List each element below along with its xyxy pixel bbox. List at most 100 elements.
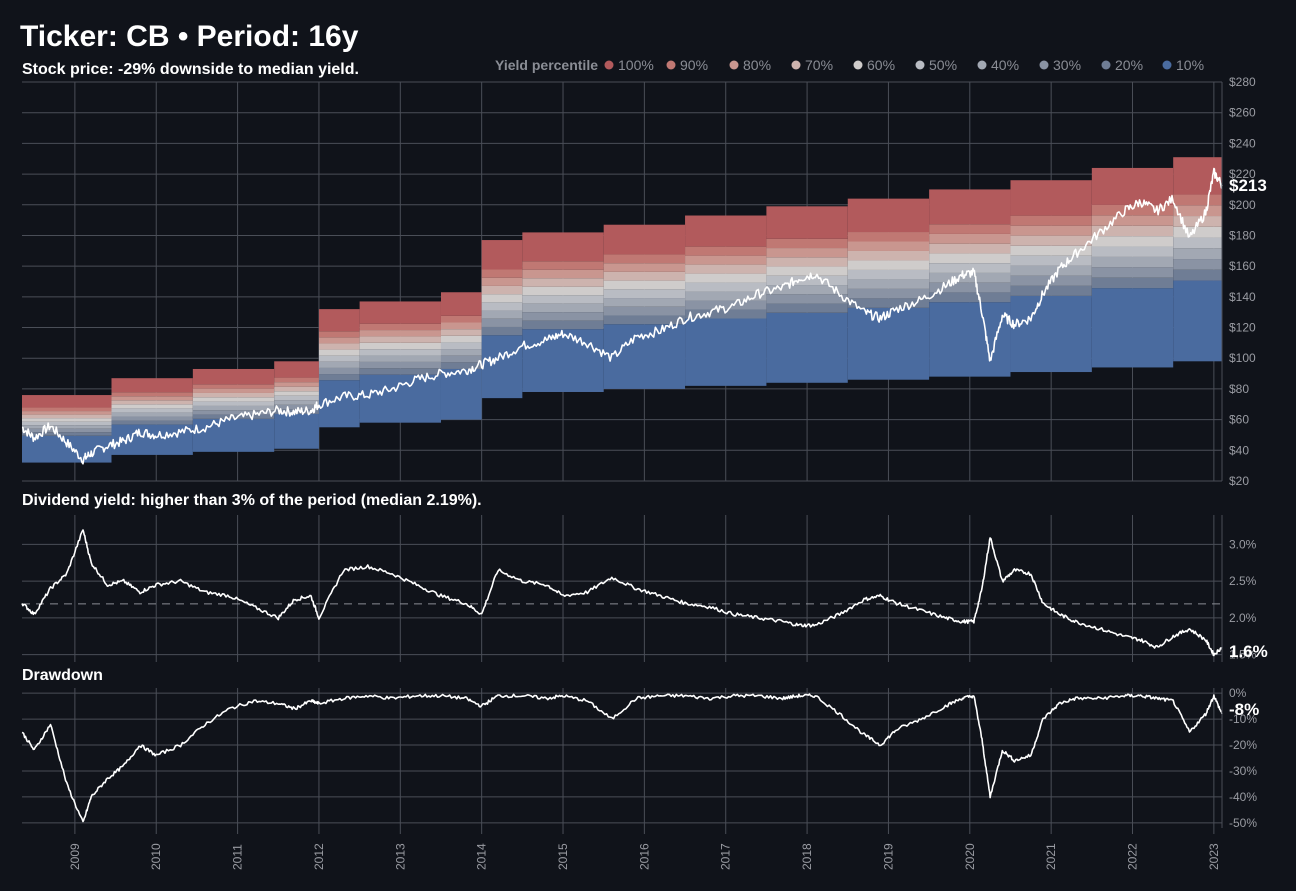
y-tick-label-1-3: 3.0% bbox=[1229, 537, 1257, 551]
y-tick-label-0-12: $260 bbox=[1229, 106, 1256, 120]
band-13-step-6 bbox=[929, 272, 1011, 283]
y-tick-label-2-1: -10% bbox=[1229, 712, 1257, 726]
band-3-p100 bbox=[274, 361, 319, 378]
band-3-step-1 bbox=[274, 377, 319, 383]
y-tick-label-0-8: $180 bbox=[1229, 228, 1256, 242]
y-tick-label-1-0: 1.5% bbox=[1229, 648, 1257, 662]
band-11-step-5 bbox=[766, 275, 848, 286]
legend-label-5: 60% bbox=[867, 57, 895, 73]
y-tick-label-0-11: $240 bbox=[1229, 136, 1256, 150]
band-9-step-2 bbox=[603, 263, 686, 272]
band-14-step-2 bbox=[1010, 225, 1092, 236]
band-16-step-6 bbox=[1173, 248, 1222, 260]
y-tick-label-2-0: 0% bbox=[1229, 686, 1247, 700]
y-tick-label-0-3: $80 bbox=[1229, 382, 1249, 396]
band-11-step-2 bbox=[766, 248, 848, 258]
legend-label-3: 80% bbox=[743, 57, 771, 73]
band-11-step-1 bbox=[766, 238, 848, 249]
band-8-p100 bbox=[522, 232, 604, 262]
band-6-step-5 bbox=[440, 342, 482, 350]
x-tick-label-1: 2010 bbox=[149, 843, 163, 870]
band-12-step-6 bbox=[847, 279, 930, 289]
band-7-step-1 bbox=[481, 269, 523, 278]
price-last-label: $213 bbox=[1229, 176, 1267, 195]
band-7-step-8 bbox=[481, 326, 523, 336]
series-line-dividend_yield bbox=[21, 529, 1223, 657]
legend-title: Yield percentile bbox=[495, 57, 598, 73]
band-10-step-3 bbox=[685, 264, 767, 274]
yield-last-label: 1.6% bbox=[1229, 642, 1268, 661]
legend-marker-10 bbox=[1162, 60, 1172, 70]
band-3-step-4 bbox=[274, 391, 319, 396]
y-tick-label-0-0: $20 bbox=[1229, 474, 1249, 488]
band-0-step-8 bbox=[22, 432, 112, 436]
band-8-step-5 bbox=[522, 295, 604, 304]
band-8-step-4 bbox=[522, 286, 604, 296]
band-10-step-2 bbox=[685, 255, 767, 265]
band-14-p100 bbox=[1010, 180, 1092, 216]
band-14-step-4 bbox=[1010, 245, 1092, 256]
band-11-step-7 bbox=[766, 294, 848, 304]
band-6-step-8 bbox=[440, 362, 482, 369]
band-9-step-6 bbox=[603, 298, 686, 307]
band-15-step-8 bbox=[1091, 277, 1174, 289]
band-4-step-4 bbox=[318, 349, 360, 356]
band-14-step-8 bbox=[1010, 285, 1092, 296]
band-3-step-7 bbox=[274, 404, 319, 410]
band-5-step-3 bbox=[359, 336, 441, 343]
band-1-step-2 bbox=[111, 396, 193, 401]
band-16-step-8 bbox=[1173, 269, 1222, 281]
band-1-step-6 bbox=[111, 412, 193, 417]
band-7-step-2 bbox=[481, 277, 523, 286]
band-0-step-6 bbox=[22, 425, 112, 429]
drawdown-panel-title: Drawdown bbox=[22, 667, 103, 684]
band-13-step-2 bbox=[929, 233, 1011, 244]
band-13-step-5 bbox=[929, 263, 1011, 273]
legend-marker-6 bbox=[915, 60, 925, 70]
band-12-step-7 bbox=[847, 288, 930, 299]
band-12-p100 bbox=[847, 198, 930, 233]
band-14-step-6 bbox=[1010, 265, 1092, 276]
band-4-step-1 bbox=[318, 331, 360, 338]
band-9-p10 bbox=[603, 324, 686, 389]
band-1-step-3 bbox=[111, 400, 193, 405]
y-tick-label-0-13: $280 bbox=[1229, 75, 1256, 89]
band-13-step-4 bbox=[929, 253, 1011, 264]
band-16-p10 bbox=[1173, 280, 1222, 362]
series-lines bbox=[21, 167, 1223, 823]
band-12-step-4 bbox=[847, 260, 930, 270]
band-5-step-1 bbox=[359, 323, 441, 331]
price-panel-title: Stock price: -29% downside to median yie… bbox=[22, 61, 359, 78]
band-14-step-3 bbox=[1010, 235, 1092, 246]
x-tick-label-5: 2014 bbox=[475, 843, 489, 870]
band-8-step-1 bbox=[522, 261, 604, 270]
drawdown-last-label: -8% bbox=[1229, 700, 1259, 719]
x-tick-label-13: 2022 bbox=[1126, 843, 1140, 870]
legend-marker-4 bbox=[791, 60, 801, 70]
band-13-step-1 bbox=[929, 224, 1011, 234]
band-16-step-7 bbox=[1173, 259, 1222, 270]
band-10-step-7 bbox=[685, 300, 767, 310]
band-6-step-4 bbox=[440, 335, 482, 343]
legend-marker-5 bbox=[853, 60, 863, 70]
band-13-step-3 bbox=[929, 243, 1011, 254]
y-tick-label-0-7: $160 bbox=[1229, 259, 1256, 273]
band-10-step-4 bbox=[685, 273, 767, 283]
legend-marker-7 bbox=[977, 60, 987, 70]
band-6-step-7 bbox=[440, 355, 482, 363]
legend-label-10: 10% bbox=[1176, 57, 1204, 73]
band-4-p100 bbox=[318, 309, 360, 332]
band-7-step-7 bbox=[481, 318, 523, 327]
x-tick-label-10: 2019 bbox=[881, 843, 895, 870]
legend-marker-9 bbox=[1101, 60, 1111, 70]
band-4-step-8 bbox=[318, 374, 360, 381]
legend: Yield percentile 100% 90% 80% 70% 60% 50% 40% 3… bbox=[495, 57, 1204, 73]
band-9-step-3 bbox=[603, 271, 686, 281]
y-tick-label-0-6: $140 bbox=[1229, 290, 1256, 304]
band-7-p10 bbox=[481, 335, 523, 399]
band-10-step-6 bbox=[685, 291, 767, 301]
band-8-step-2 bbox=[522, 269, 604, 279]
band-0-step-4 bbox=[22, 418, 112, 422]
band-8-step-7 bbox=[522, 312, 604, 321]
band-9-p100 bbox=[603, 224, 686, 255]
